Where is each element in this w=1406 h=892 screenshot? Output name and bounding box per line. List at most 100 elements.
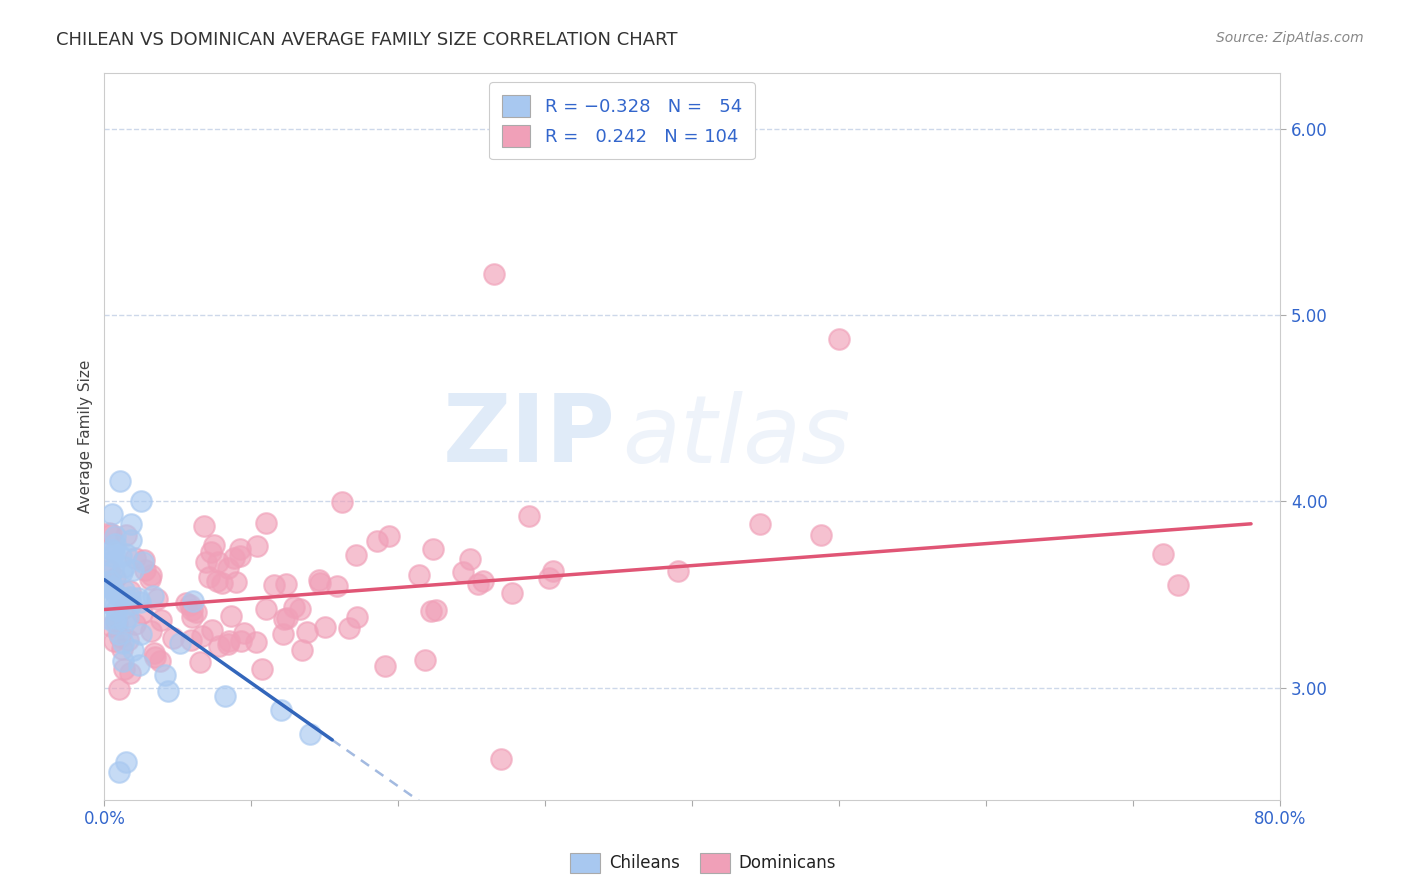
Point [115, 756, 138, 770]
Point [308, 573, 330, 587]
Point [308, 575, 330, 590]
Point [153, 668, 176, 682]
Legend: R = −0.328   N =   54, R =   0.242   N = 104: R = −0.328 N = 54, R = 0.242 N = 104 [489, 82, 755, 160]
Text: Source: ZipAtlas.com: Source: ZipAtlas.com [1216, 31, 1364, 45]
Point [112, 591, 135, 606]
Point [828, 332, 851, 346]
Point [96, 578, 118, 592]
Point [374, 659, 396, 673]
Point [274, 577, 297, 591]
Point [366, 533, 388, 548]
Point [108, 630, 131, 644]
Point [491, 751, 513, 765]
Point [179, 598, 201, 612]
Point [120, 597, 142, 611]
Point [666, 564, 689, 578]
Point [337, 622, 360, 636]
Point [97, 563, 120, 577]
Point [346, 610, 368, 624]
Point [111, 565, 134, 579]
Point [314, 620, 336, 634]
Point [180, 609, 202, 624]
Point [458, 552, 481, 566]
Point [254, 516, 277, 530]
Point [131, 555, 153, 569]
Point [218, 634, 240, 648]
Point [378, 529, 401, 543]
Point [229, 542, 252, 557]
Point [211, 576, 233, 591]
Point [276, 611, 298, 625]
Point [103, 545, 125, 559]
Point [180, 603, 202, 617]
Point [283, 600, 305, 615]
Point [200, 545, 222, 559]
Point [749, 517, 772, 532]
Point [110, 549, 132, 563]
Point [104, 570, 127, 584]
Point [108, 626, 131, 640]
Point [117, 610, 139, 624]
Point [422, 541, 444, 556]
Point [299, 727, 322, 741]
Point [105, 615, 128, 630]
Point [104, 537, 127, 551]
Point [425, 603, 447, 617]
Point [118, 591, 141, 605]
Point [139, 572, 162, 586]
Point [224, 551, 246, 566]
Point [501, 586, 523, 600]
Point [114, 614, 136, 628]
Point [162, 632, 184, 646]
Point [214, 690, 236, 704]
Point [129, 494, 152, 508]
Point [117, 633, 139, 648]
Point [120, 516, 142, 531]
Point [188, 656, 211, 670]
Point [103, 634, 125, 648]
Point [110, 590, 132, 604]
Point [131, 606, 153, 620]
Point [419, 604, 441, 618]
Point [810, 527, 832, 541]
Point [104, 529, 127, 543]
Point [128, 657, 150, 672]
Point [330, 495, 353, 509]
Point [134, 563, 156, 577]
Point [94, 611, 117, 625]
Point [101, 563, 124, 577]
Point [205, 574, 228, 588]
Point [100, 549, 122, 564]
Point [129, 627, 152, 641]
Point [270, 703, 292, 717]
Point [325, 580, 347, 594]
Point [112, 600, 135, 615]
Point [96, 580, 118, 594]
Point [1167, 578, 1189, 592]
Point [263, 578, 285, 592]
Point [120, 533, 142, 548]
Point [112, 655, 135, 669]
Point [157, 683, 180, 698]
Legend: Chileans, Dominicans: Chileans, Dominicans [564, 847, 842, 880]
Point [143, 650, 166, 665]
Point [143, 646, 166, 660]
Point [288, 602, 311, 616]
Point [107, 681, 129, 696]
Text: CHILEAN VS DOMINICAN AVERAGE FAMILY SIZE CORRELATION CHART: CHILEAN VS DOMINICAN AVERAGE FAMILY SIZE… [56, 31, 678, 49]
Point [208, 640, 231, 654]
Point [180, 632, 202, 647]
Point [112, 560, 135, 574]
Point [105, 610, 128, 624]
Point [104, 586, 127, 600]
Point [541, 564, 564, 578]
Point [184, 605, 207, 619]
Text: atlas: atlas [621, 391, 851, 482]
Point [273, 612, 295, 626]
Point [252, 662, 274, 676]
Point [97, 525, 120, 540]
Y-axis label: Average Family Size: Average Family Size [79, 359, 93, 513]
Point [472, 574, 495, 588]
Point [517, 508, 540, 523]
Point [118, 665, 141, 680]
